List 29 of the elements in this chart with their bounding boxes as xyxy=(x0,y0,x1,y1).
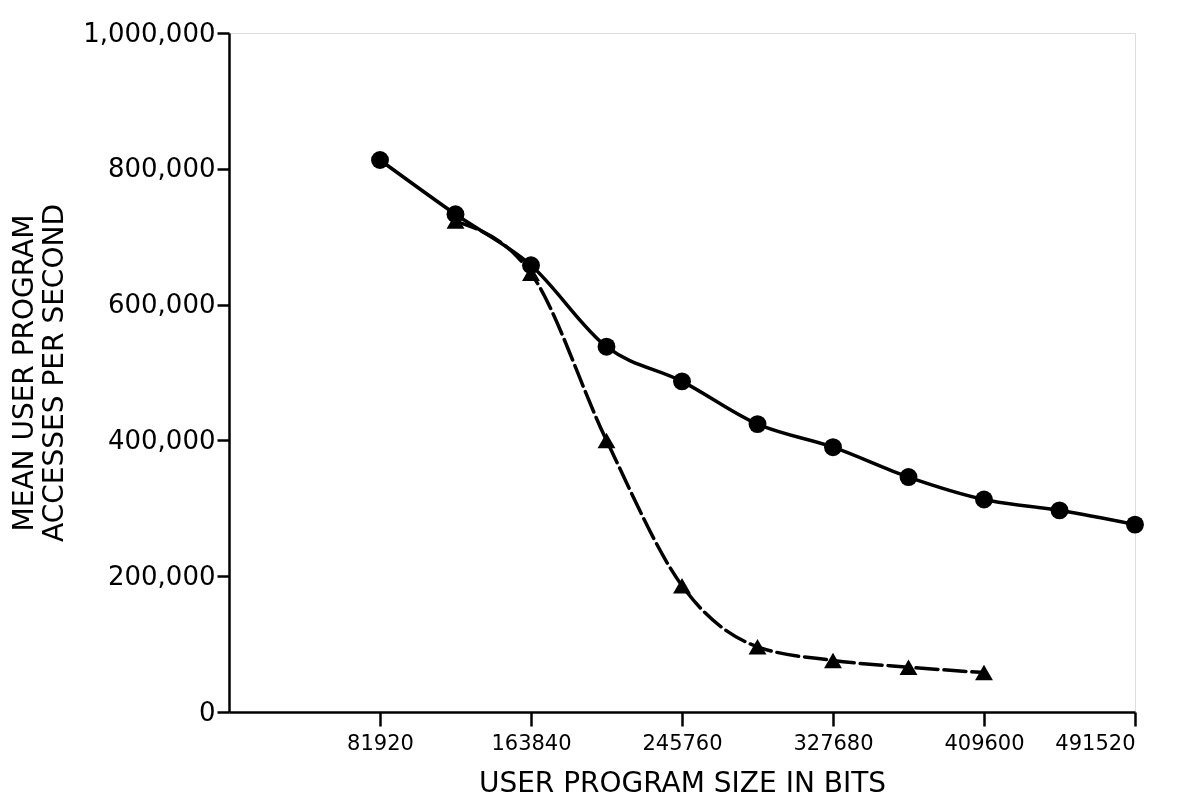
y-axis-title: MEAN USER PROGRAM ACCESSES PER SECOND xyxy=(7,204,71,542)
x-tick-label: 327680 xyxy=(793,730,874,755)
point xyxy=(824,652,842,669)
y-tick-label: 800,000 xyxy=(107,153,216,184)
x-tick-label: 245760 xyxy=(642,730,723,755)
y-tick-label: 0 xyxy=(198,696,216,727)
point xyxy=(748,415,767,434)
point xyxy=(899,659,918,675)
point xyxy=(597,337,616,356)
x-axis-title: USER PROGRAM SIZE IN BITS xyxy=(478,765,887,799)
point xyxy=(597,432,616,449)
x-tick-label: 491520 xyxy=(1055,730,1136,755)
point xyxy=(899,468,918,486)
y-tick-label: 600,000 xyxy=(107,289,216,320)
point xyxy=(824,438,842,457)
y-tick-label: 200,000 xyxy=(107,560,216,591)
point xyxy=(371,151,389,169)
y-tick-label: 1,000,000 xyxy=(83,17,216,48)
x-tick-label: 163840 xyxy=(491,730,572,755)
point xyxy=(673,372,691,391)
point xyxy=(1050,501,1069,520)
point xyxy=(975,664,993,681)
x-tick-label: 409600 xyxy=(944,730,1025,755)
point xyxy=(673,577,691,594)
point xyxy=(1126,515,1144,534)
y-tick-label: 400,000 xyxy=(107,424,216,455)
x-tick-label: 81920 xyxy=(347,730,414,755)
point xyxy=(975,490,993,509)
point xyxy=(748,639,767,655)
